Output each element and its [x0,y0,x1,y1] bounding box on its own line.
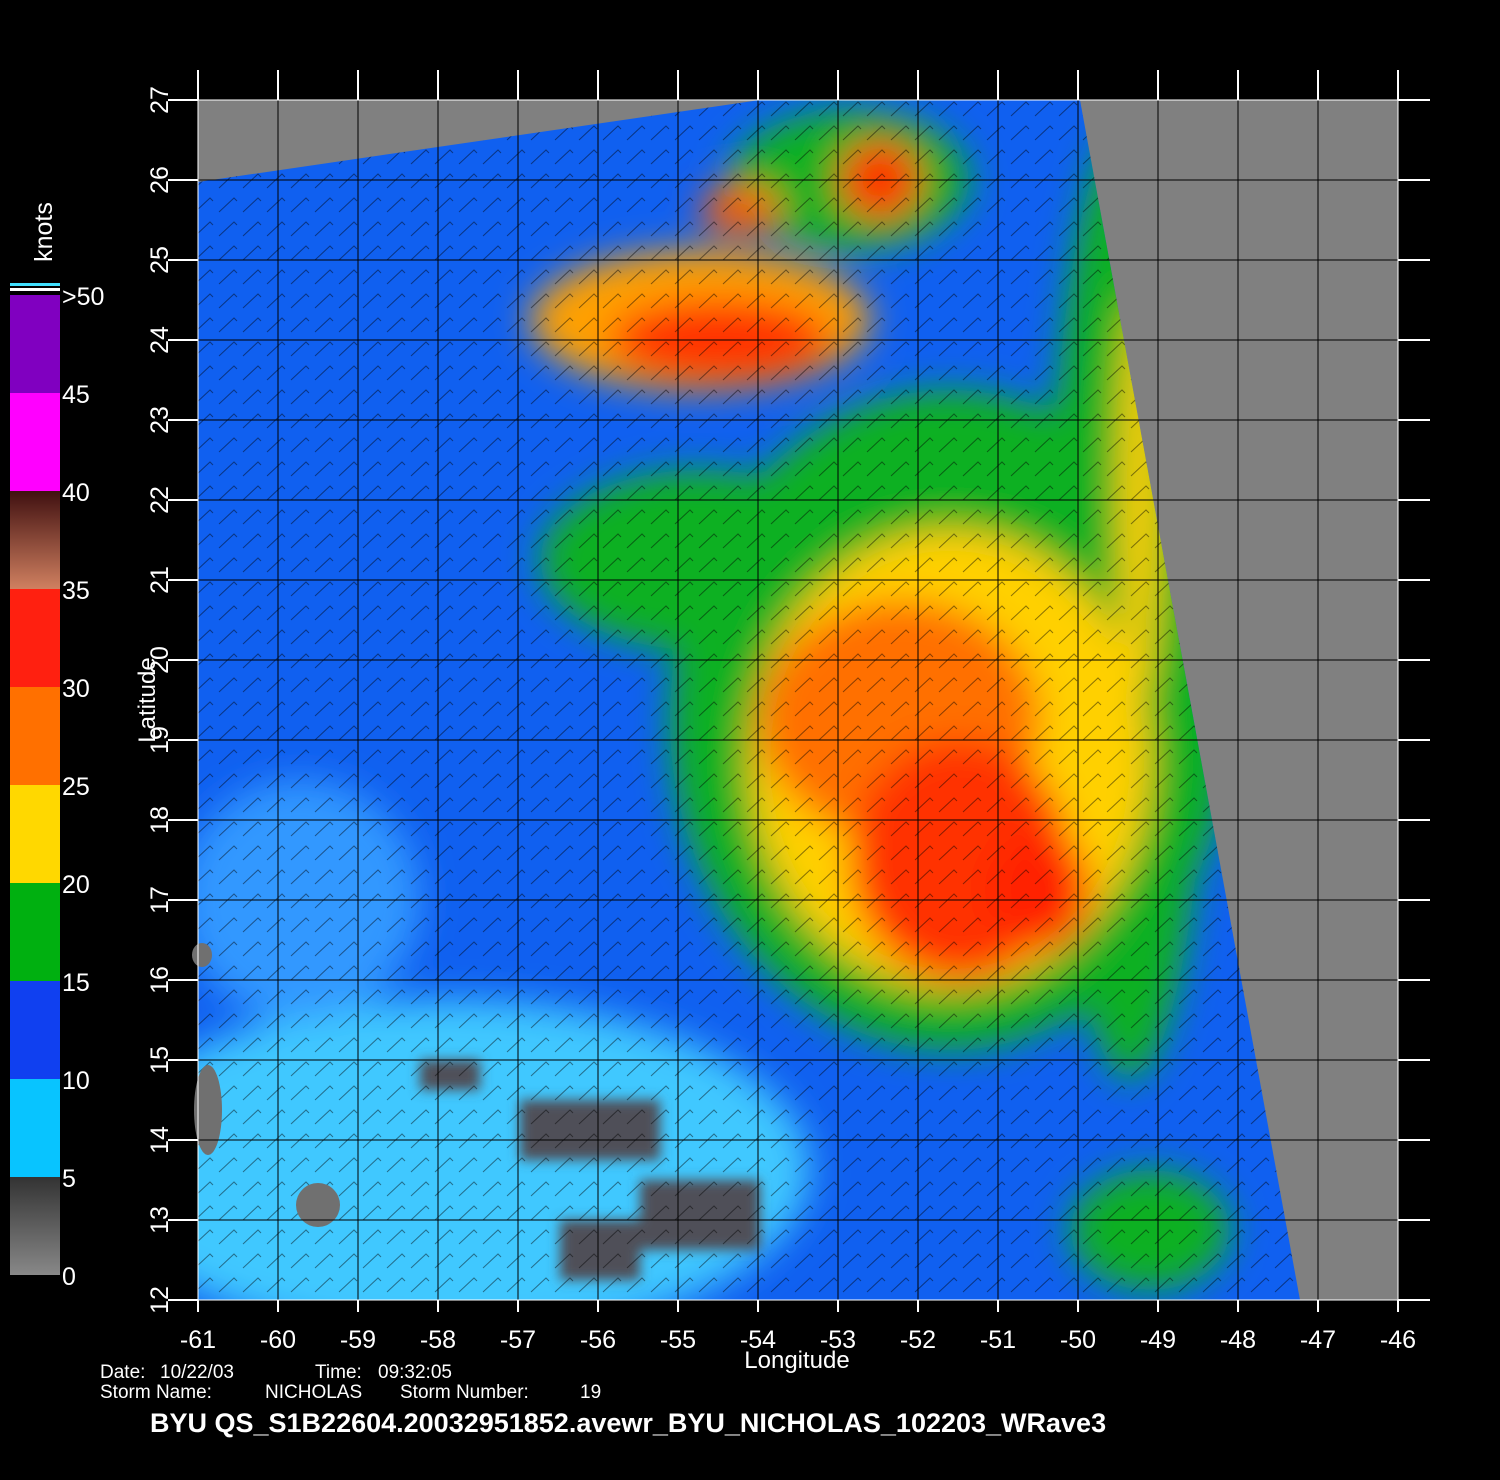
x-tick-label: -46 [1380,1326,1416,1354]
colorbar-label: 0 [62,1263,76,1291]
colorbar-label: 35 [62,577,90,605]
time: 09:32:05 [378,1362,452,1383]
storm-name-label: Storm Name: [100,1382,212,1403]
y-tick-label: 17 [146,886,174,914]
date: 10/22/03 [160,1362,234,1383]
y-tick-label: 18 [146,806,174,834]
colorbar-label: 45 [62,381,90,409]
imagery [192,100,1398,1300]
x-tick-label: -48 [1220,1326,1256,1354]
y-tick-label: 24 [146,326,174,354]
y-tick-label: 14 [146,1126,174,1154]
y-tick-label: 26 [146,166,174,194]
info: Date: 10/22/03 Time: 09:32:05 Storm Name… [100,1362,601,1403]
x-tick-label: -52 [900,1326,936,1354]
storm-name: NICHOLAS [265,1382,362,1403]
colorbar-label: >50 [62,283,104,311]
y-tick-label: 23 [146,406,174,434]
x-tick-label: -56 [580,1326,616,1354]
colorbar-label: 30 [62,675,90,703]
colorbar-label: 5 [62,1165,76,1193]
y-axis-label: Latitude [134,657,161,742]
x-tick-label: -49 [1140,1326,1176,1354]
graticule [168,70,1430,1312]
colorbar-unit: knots [30,202,58,262]
y-tick-label: 13 [146,1206,174,1234]
plot-frame [197,99,1399,1301]
y-tick-label: 15 [146,1046,174,1074]
colorbar-label: 40 [62,479,90,507]
x-tick-label: -57 [500,1326,536,1354]
y-tick-label: 25 [146,246,174,274]
storm-number-label: Storm Number: [400,1382,529,1403]
title: BYU QS_S1B22604.20032951852.avewr_BYU_NI… [150,1408,1106,1438]
colorbar-label: 10 [62,1067,90,1095]
x-tick-label: -50 [1060,1326,1096,1354]
y-tick-label: 16 [146,966,174,994]
date-label: Date: [100,1362,145,1383]
time-label: Time: [315,1362,362,1383]
colorbar [10,283,60,1275]
x-tick-label: -54 [740,1326,776,1354]
x-tick-label: -59 [340,1326,376,1354]
x-tick-label: -61 [180,1326,216,1354]
y-tick-label: 21 [146,566,174,594]
y-tick-label: 22 [146,486,174,514]
y-tick-label: 19 [146,726,174,754]
x-tick-label: -60 [260,1326,296,1354]
x-tick-label: -55 [660,1326,696,1354]
x-tick-label: -53 [820,1326,856,1354]
x-tick-label: -58 [420,1326,456,1354]
x-tick-label: -47 [1300,1326,1336,1354]
y-tick-label: 12 [146,1286,174,1314]
colorbar-label: 20 [62,871,90,899]
storm-number: 19 [580,1382,601,1403]
x-tick-label: -51 [980,1326,1016,1354]
x-axis-label: Longitude [744,1347,849,1374]
colorbar-label: 25 [62,773,90,801]
y-tick-label: 20 [146,646,174,674]
colorbar-label: 15 [62,969,90,997]
y-tick-label: 27 [146,86,174,114]
